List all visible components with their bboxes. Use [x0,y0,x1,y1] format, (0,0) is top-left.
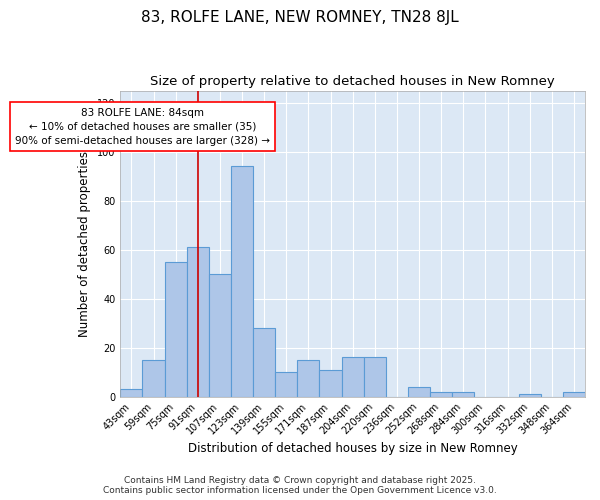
Text: 83, ROLFE LANE, NEW ROMNEY, TN28 8JL: 83, ROLFE LANE, NEW ROMNEY, TN28 8JL [141,10,459,25]
Bar [452,392,475,396]
Bar [121,389,142,396]
Bar [430,392,452,396]
Bar [563,392,585,396]
Bar [298,360,319,397]
Bar [319,370,341,396]
X-axis label: Distribution of detached houses by size in New Romney: Distribution of detached houses by size … [188,442,518,455]
Bar [142,360,164,397]
Bar [209,274,231,396]
Y-axis label: Number of detached properties: Number of detached properties [79,150,91,336]
Bar [253,328,275,396]
Bar [364,358,386,397]
Bar [231,166,253,396]
Text: 83 ROLFE LANE: 84sqm
← 10% of detached houses are smaller (35)
90% of semi-detac: 83 ROLFE LANE: 84sqm ← 10% of detached h… [15,108,270,146]
Bar [341,358,364,397]
Bar [275,372,298,396]
Bar [408,387,430,396]
Bar [187,247,209,396]
Bar [518,394,541,396]
Bar [164,262,187,396]
Text: Contains HM Land Registry data © Crown copyright and database right 2025.
Contai: Contains HM Land Registry data © Crown c… [103,476,497,495]
Title: Size of property relative to detached houses in New Romney: Size of property relative to detached ho… [151,75,555,88]
